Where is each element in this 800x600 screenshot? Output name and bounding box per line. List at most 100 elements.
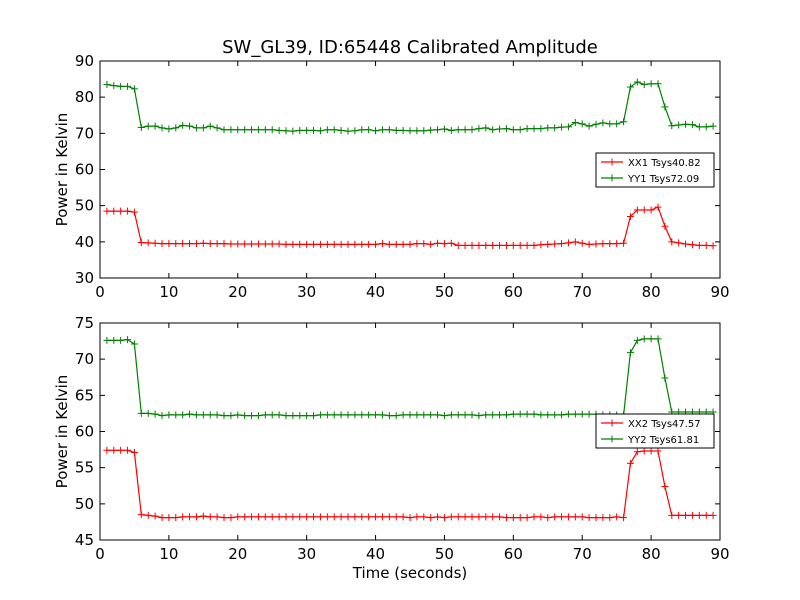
series-1 — [103, 446, 717, 522]
data-point — [151, 410, 159, 418]
x-tick-label: 50 — [435, 283, 454, 301]
data-point — [482, 124, 490, 132]
data-point — [144, 122, 152, 130]
data-point — [365, 240, 373, 248]
data-point — [626, 349, 634, 357]
data-point — [413, 240, 421, 248]
data-point — [661, 103, 669, 111]
data-point — [268, 126, 276, 134]
data-point — [213, 411, 221, 419]
data-point — [682, 120, 690, 128]
x-tick-label: 40 — [366, 545, 385, 563]
data-point — [124, 207, 132, 215]
data-point — [544, 514, 552, 522]
data-point — [392, 513, 400, 521]
data-point — [248, 126, 256, 134]
data-point — [585, 514, 593, 522]
y-tick-label: 40 — [75, 233, 94, 251]
x-tick-label: 90 — [710, 283, 729, 301]
data-point — [564, 513, 572, 521]
series-line — [106, 449, 714, 519]
data-point — [358, 126, 366, 134]
data-point — [316, 411, 324, 419]
data-point — [296, 412, 304, 420]
data-point — [509, 514, 517, 522]
data-point — [358, 411, 366, 419]
data-point — [372, 411, 380, 419]
data-point — [103, 446, 111, 454]
series-line — [106, 338, 714, 417]
data-point — [110, 336, 118, 344]
data-point — [337, 513, 345, 521]
data-point — [537, 125, 545, 133]
data-point — [303, 240, 311, 248]
data-point — [468, 126, 476, 134]
data-point — [158, 514, 166, 522]
data-point — [330, 126, 338, 134]
legend-marker — [608, 419, 616, 427]
data-point — [344, 411, 352, 419]
data-point — [461, 411, 469, 419]
data-point — [489, 411, 497, 419]
data-point — [482, 411, 490, 419]
data-point — [110, 207, 118, 215]
data-point — [351, 240, 359, 248]
data-point — [564, 123, 572, 131]
data-point — [192, 240, 200, 248]
data-point — [220, 126, 228, 134]
data-point — [110, 82, 118, 90]
data-point — [137, 511, 145, 519]
data-point — [516, 241, 524, 249]
data-point — [406, 514, 414, 522]
series-2 — [103, 335, 717, 420]
data-point — [688, 121, 696, 129]
y-tick-label: 45 — [75, 531, 94, 549]
y-axis-label: Power in Kelvin — [53, 113, 71, 227]
data-point — [633, 206, 641, 214]
x-tick-label: 80 — [642, 545, 661, 563]
data-point — [289, 127, 297, 135]
data-point — [599, 514, 607, 522]
data-point — [420, 240, 428, 248]
data-point — [496, 125, 504, 133]
series-1 — [103, 203, 717, 250]
data-point — [261, 126, 269, 134]
data-point — [241, 126, 249, 134]
data-point — [268, 240, 276, 248]
data-point — [220, 514, 228, 522]
data-point — [165, 240, 173, 248]
data-point — [227, 514, 235, 522]
data-point — [199, 239, 207, 247]
data-point — [578, 239, 586, 247]
data-point — [172, 240, 180, 248]
data-point — [275, 240, 283, 248]
data-point — [351, 127, 359, 135]
data-point — [592, 120, 600, 128]
data-point — [172, 411, 180, 419]
legend-label: YY2 Tsys61.81 — [627, 435, 699, 446]
data-point — [585, 122, 593, 130]
data-point — [310, 412, 318, 420]
y-axis-label: Power in Kelvin — [53, 375, 71, 489]
data-point — [296, 513, 304, 521]
legend-marker — [608, 158, 616, 166]
data-point — [254, 126, 262, 134]
data-point — [523, 241, 531, 249]
data-point — [303, 126, 311, 134]
data-point — [447, 239, 455, 247]
data-point — [124, 336, 132, 344]
data-point — [420, 411, 428, 419]
x-tick-label: 90 — [710, 545, 729, 563]
data-point — [668, 122, 676, 130]
data-point — [468, 241, 476, 249]
data-point — [626, 459, 634, 467]
data-point — [640, 447, 648, 455]
x-tick-label: 0 — [95, 283, 105, 301]
data-point — [399, 126, 407, 134]
data-point — [399, 513, 407, 521]
data-point — [392, 126, 400, 134]
data-point — [206, 240, 214, 248]
data-point — [151, 122, 159, 130]
data-point — [668, 511, 676, 519]
data-point — [633, 336, 641, 344]
